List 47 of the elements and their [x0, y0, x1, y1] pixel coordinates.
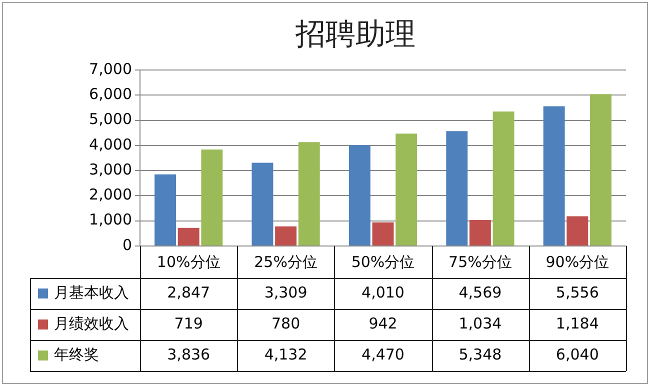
y-tick-label: 2,000 [89, 186, 132, 204]
bar [372, 222, 394, 246]
y-tick-label: 1,000 [89, 210, 132, 229]
y-tick-label: 3,000 [89, 160, 132, 178]
data-label: 4,569 [458, 283, 502, 302]
bar [446, 131, 468, 246]
legend-label: 月基本收入 [54, 283, 129, 302]
bar [154, 174, 176, 246]
data-label: 719 [174, 314, 203, 332]
data-label: 5,348 [458, 345, 502, 364]
y-tick-label: 7,000 [89, 60, 132, 78]
y-tick-label: 6,000 [89, 85, 132, 104]
data-label: 4,470 [362, 345, 404, 364]
legend-label: 月绩效收入 [54, 314, 129, 332]
bar [492, 112, 514, 246]
bar [252, 162, 274, 246]
data-label: 6,040 [556, 345, 599, 364]
chart-title: 招聘助理 [294, 16, 416, 52]
x-tick-label: 90%分位 [546, 252, 610, 271]
data-label: 780 [271, 314, 300, 332]
data-label: 4,132 [264, 345, 308, 364]
data-label: 3,309 [264, 283, 308, 302]
x-tick-label: 25%分位 [254, 252, 318, 271]
bar [566, 216, 588, 246]
x-tick-label: 50%分位 [351, 252, 415, 271]
bar [543, 106, 565, 246]
legend-label: 年终奖 [54, 345, 99, 364]
bar [178, 228, 200, 246]
data-label: 2,847 [167, 283, 210, 302]
data-label: 5,556 [556, 283, 599, 302]
bar [590, 94, 612, 246]
y-tick-label: 4,000 [89, 135, 132, 154]
y-tick-label: 0 [122, 236, 132, 254]
data-label: 1,184 [556, 314, 599, 332]
data-label: 1,034 [458, 314, 502, 332]
data-label: 3,836 [167, 345, 210, 364]
data-label: 942 [368, 314, 398, 332]
data-label: 4,010 [362, 283, 404, 302]
bar [396, 134, 418, 246]
y-tick-label: 5,000 [89, 110, 132, 128]
bar [298, 142, 320, 246]
x-tick-label: 10%分位 [156, 252, 220, 271]
bar [469, 220, 491, 246]
x-tick-label: 75%分位 [448, 252, 512, 271]
bar [275, 226, 297, 246]
bar [201, 150, 223, 246]
bar [348, 145, 370, 246]
